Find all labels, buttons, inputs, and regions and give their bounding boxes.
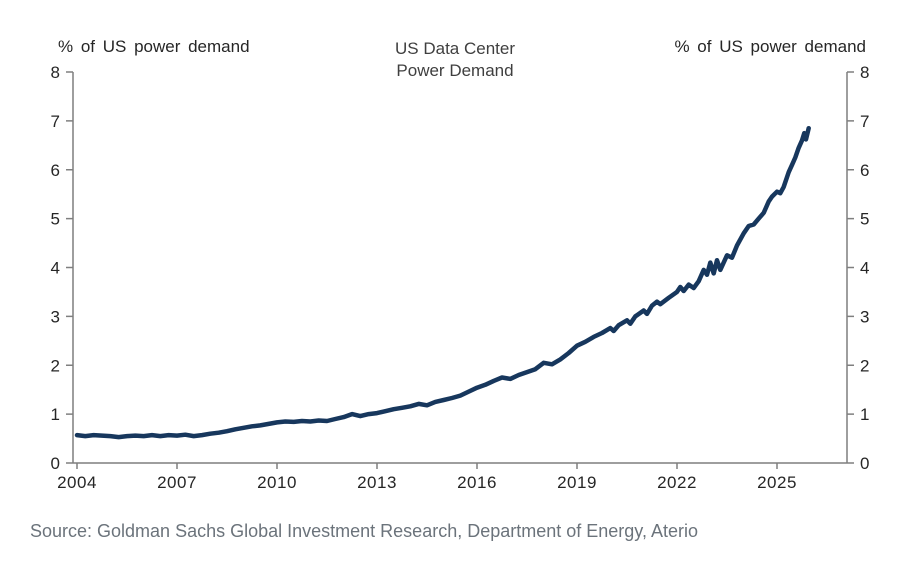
chart-title-line-2: Power Demand (396, 61, 514, 80)
y-tick-label-left: 0 (51, 454, 60, 473)
y-tick-label-left: 7 (51, 112, 60, 131)
y-tick-label-left: 1 (51, 405, 60, 424)
y-tick-label-left: 5 (51, 210, 60, 229)
x-tick-label: 2007 (157, 473, 197, 492)
y-tick-label-right: 3 (860, 307, 869, 326)
y-tick-label-right: 1 (860, 405, 869, 424)
y-tick-label-right: 6 (860, 161, 869, 180)
x-tick-label: 2010 (257, 473, 297, 492)
y-tick-label-left: 8 (51, 63, 60, 82)
left-axis-label: % of US power demand (58, 37, 250, 56)
x-tick-label: 2025 (757, 473, 797, 492)
y-tick-label-left: 4 (51, 259, 60, 278)
y-tick-label-left: 3 (51, 307, 60, 326)
x-tick-label: 2016 (457, 473, 497, 492)
x-tick-label: 2013 (357, 473, 397, 492)
data-line (74, 125, 811, 440)
y-tick-label-right: 4 (860, 259, 869, 278)
right-axis-label: % of US power demand (674, 37, 866, 56)
y-tick-label-right: 0 (860, 454, 869, 473)
y-tick-label-right: 8 (860, 63, 869, 82)
y-tick-label-left: 2 (51, 356, 60, 375)
y-tick-label-right: 2 (860, 356, 869, 375)
y-axis-ticks: 0 0 1 1 2 2 3 3 4 4 5 5 6 6 7 7 8 8 (51, 63, 870, 473)
chart-title: US Data Center Power Demand (0, 38, 910, 82)
x-tick-label: 2019 (557, 473, 597, 492)
x-axis-ticks: 2004 2007 2010 2013 2016 2019 2022 2025 (57, 463, 797, 492)
y-tick-label-right: 5 (860, 210, 869, 229)
chart-title-line-1: US Data Center (395, 39, 515, 58)
y-tick-label-right: 7 (860, 112, 869, 131)
source-attribution: Source: Goldman Sachs Global Investment … (30, 521, 698, 541)
x-tick-label: 2022 (657, 473, 697, 492)
x-tick-label: 2004 (57, 473, 97, 492)
y-tick-label-left: 6 (51, 161, 60, 180)
axes (72, 72, 848, 464)
